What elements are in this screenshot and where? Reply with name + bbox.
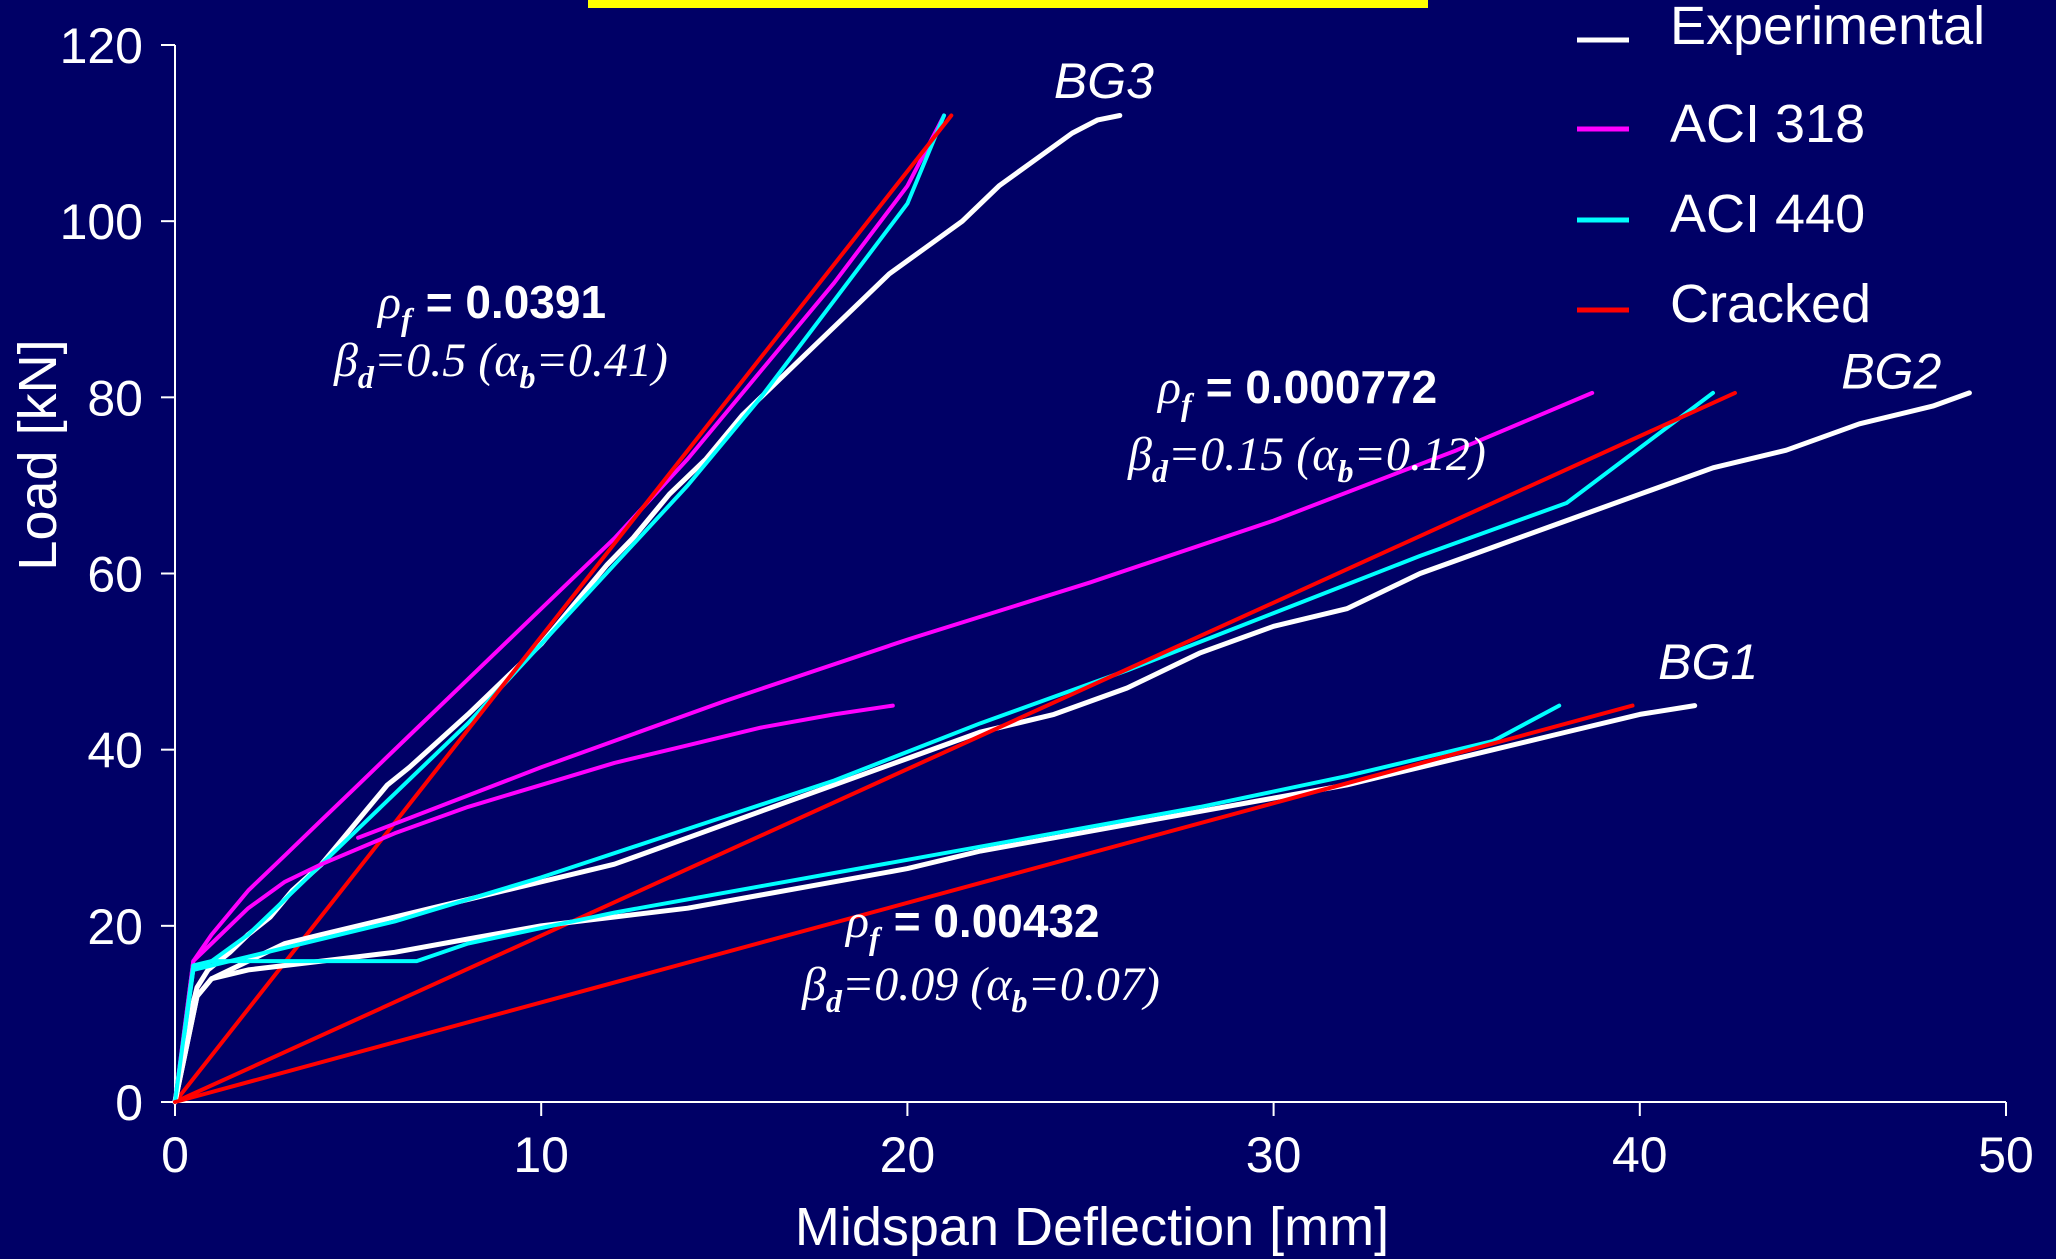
specimen-label-bg2: BG2 — [1841, 344, 1941, 400]
series-line-bg2-cracked — [173, 390, 1737, 1104]
annotation-bg3: ρf = 0.0391 βd=0.5 (αb=0.41) — [333, 276, 668, 395]
x-axis-title: Midspan Deflection [mm] — [795, 1197, 1389, 1257]
annotation-bg2-beta: βd=0.15 (αb=0.12) — [1127, 428, 1486, 489]
annotation-bg3-rho: ρf = 0.0391 — [376, 276, 606, 337]
specimen-label-bg1: BG1 — [1658, 634, 1758, 690]
x-tick-label: 10 — [513, 1127, 569, 1183]
title-bar — [588, 0, 1428, 8]
series-line-bg3-aci-440 — [173, 113, 946, 1104]
legend-label-aci440: ACI 440 — [1670, 184, 1865, 244]
annotation-bg2: ρf = 0.000772 βd=0.15 (αb=0.12) — [1127, 361, 1486, 489]
series-line-bg2-aci-318-second-branch — [356, 390, 1595, 840]
annotation-bg2-rho: ρf = 0.000772 — [1156, 361, 1437, 422]
x-tick-label: 0 — [161, 1127, 189, 1183]
y-axis-title: Load [kN] — [8, 339, 68, 570]
legend-label-aci318: ACI 318 — [1670, 94, 1865, 154]
legend-label-experimental: Experimental — [1670, 0, 1985, 56]
series-line-bg2-aci-318 — [173, 703, 895, 1104]
legend-label-cracked: Cracked — [1670, 274, 1871, 334]
annotation-bg1-rho: ρf = 0.00432 — [844, 895, 1100, 956]
ticks: 0 10 20 30 40 50 0 20 40 60 80 100 120 — [60, 18, 2034, 1183]
legend: Experimental ACI 318 ACI 440 Cracked — [1577, 0, 1985, 334]
series-line-bg1-experimental — [172, 703, 1698, 1105]
annotation-bg1-beta: βd=0.09 (αb=0.07) — [801, 958, 1160, 1019]
specimen-label-bg3: BG3 — [1054, 53, 1154, 109]
legend-item-aci318: ACI 318 — [1577, 94, 1865, 154]
series-line-bg3-aci-318 — [173, 113, 946, 1104]
legend-item-experimental: Experimental — [1577, 0, 1985, 56]
y-tick-label: 120 — [60, 18, 143, 74]
y-tick-label: 80 — [87, 370, 143, 426]
series-layer — [172, 113, 1972, 1105]
y-tick-label: 40 — [87, 723, 143, 779]
x-tick-label: 50 — [1978, 1127, 2034, 1183]
annotation-bg3-beta: βd=0.5 (αb=0.41) — [333, 334, 668, 395]
series-line-bg2-experimental — [172, 390, 1972, 1105]
y-tick-label: 60 — [87, 547, 143, 603]
y-tick-label: 0 — [115, 1075, 143, 1131]
y-tick-label: 20 — [87, 899, 143, 955]
specimen-labels: BG3 BG2 BG1 — [1054, 53, 1942, 690]
annotation-bg1: ρf = 0.00432 βd=0.09 (αb=0.07) — [801, 895, 1160, 1019]
series-line-bg1-aci-440 — [173, 703, 1562, 1104]
legend-item-aci440: ACI 440 — [1577, 184, 1865, 244]
y-tick-label: 100 — [60, 194, 143, 250]
x-tick-label: 20 — [880, 1127, 936, 1183]
series-line-bg1-cracked — [173, 703, 1635, 1104]
x-tick-label: 30 — [1246, 1127, 1302, 1183]
legend-item-cracked: Cracked — [1577, 274, 1871, 334]
x-tick-label: 40 — [1612, 1127, 1668, 1183]
